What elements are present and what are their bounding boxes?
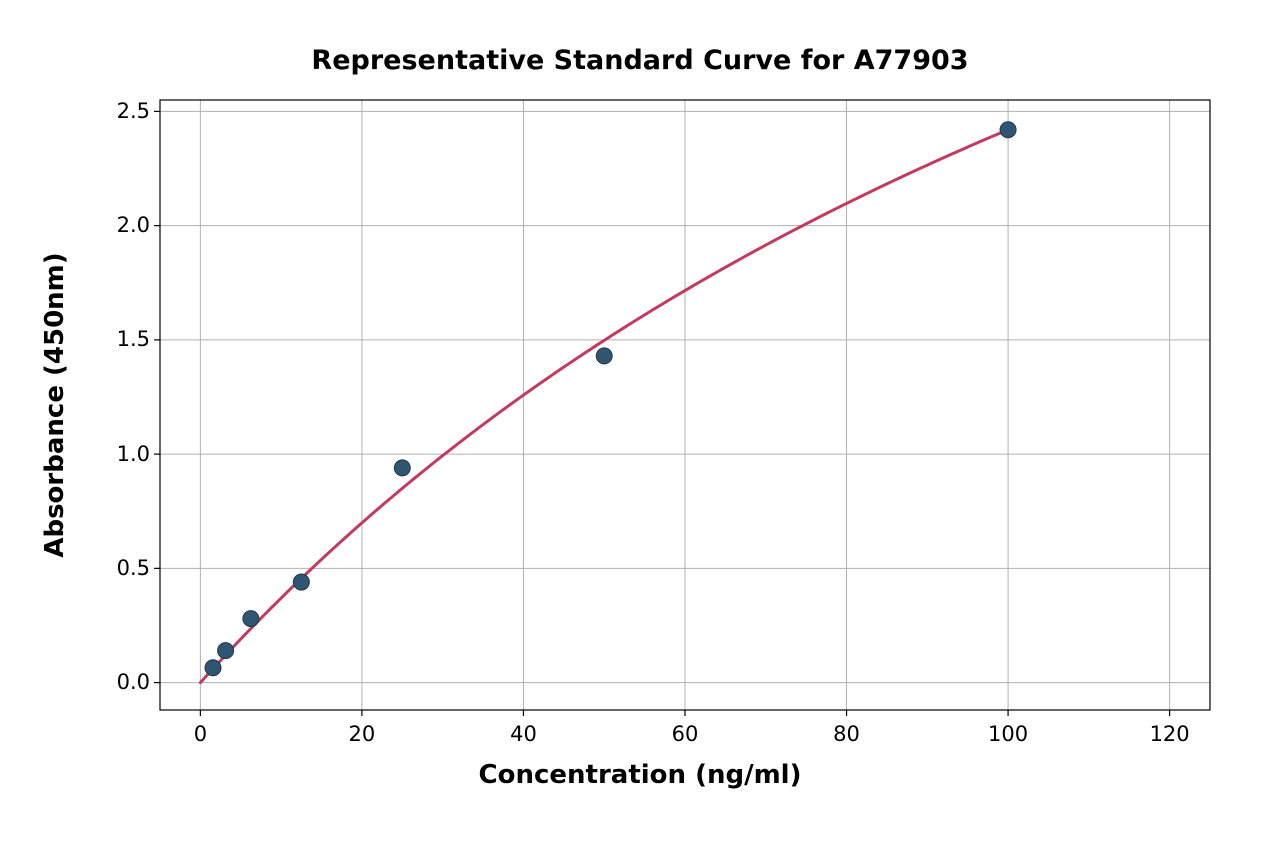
- y-tick-label: 0.0: [90, 670, 150, 694]
- chart-title: Representative Standard Curve for A77903: [0, 45, 1280, 76]
- y-tick-label: 0.5: [90, 556, 150, 580]
- y-tick-label: 2.5: [90, 99, 150, 123]
- data-point: [1000, 122, 1016, 138]
- data-point: [596, 348, 612, 364]
- y-tick-label: 1.0: [90, 442, 150, 466]
- x-tick-label: 100: [978, 722, 1038, 746]
- x-tick-label: 120: [1140, 722, 1200, 746]
- data-point: [293, 574, 309, 590]
- data-point: [205, 660, 221, 676]
- x-tick-label: 20: [332, 722, 392, 746]
- data-point: [218, 643, 234, 659]
- data-point: [394, 460, 410, 476]
- data-point: [243, 611, 259, 627]
- x-tick-label: 40: [493, 722, 553, 746]
- y-tick-label: 1.5: [90, 327, 150, 351]
- x-tick-label: 0: [170, 722, 230, 746]
- x-tick-label: 60: [655, 722, 715, 746]
- plot-area: [160, 100, 1210, 710]
- y-tick-label: 2.0: [90, 213, 150, 237]
- x-axis-label: Concentration (ng/ml): [0, 760, 1280, 803]
- x-tick-label: 80: [817, 722, 877, 746]
- chart-container: Representative Standard Curve for A77903…: [0, 0, 1280, 845]
